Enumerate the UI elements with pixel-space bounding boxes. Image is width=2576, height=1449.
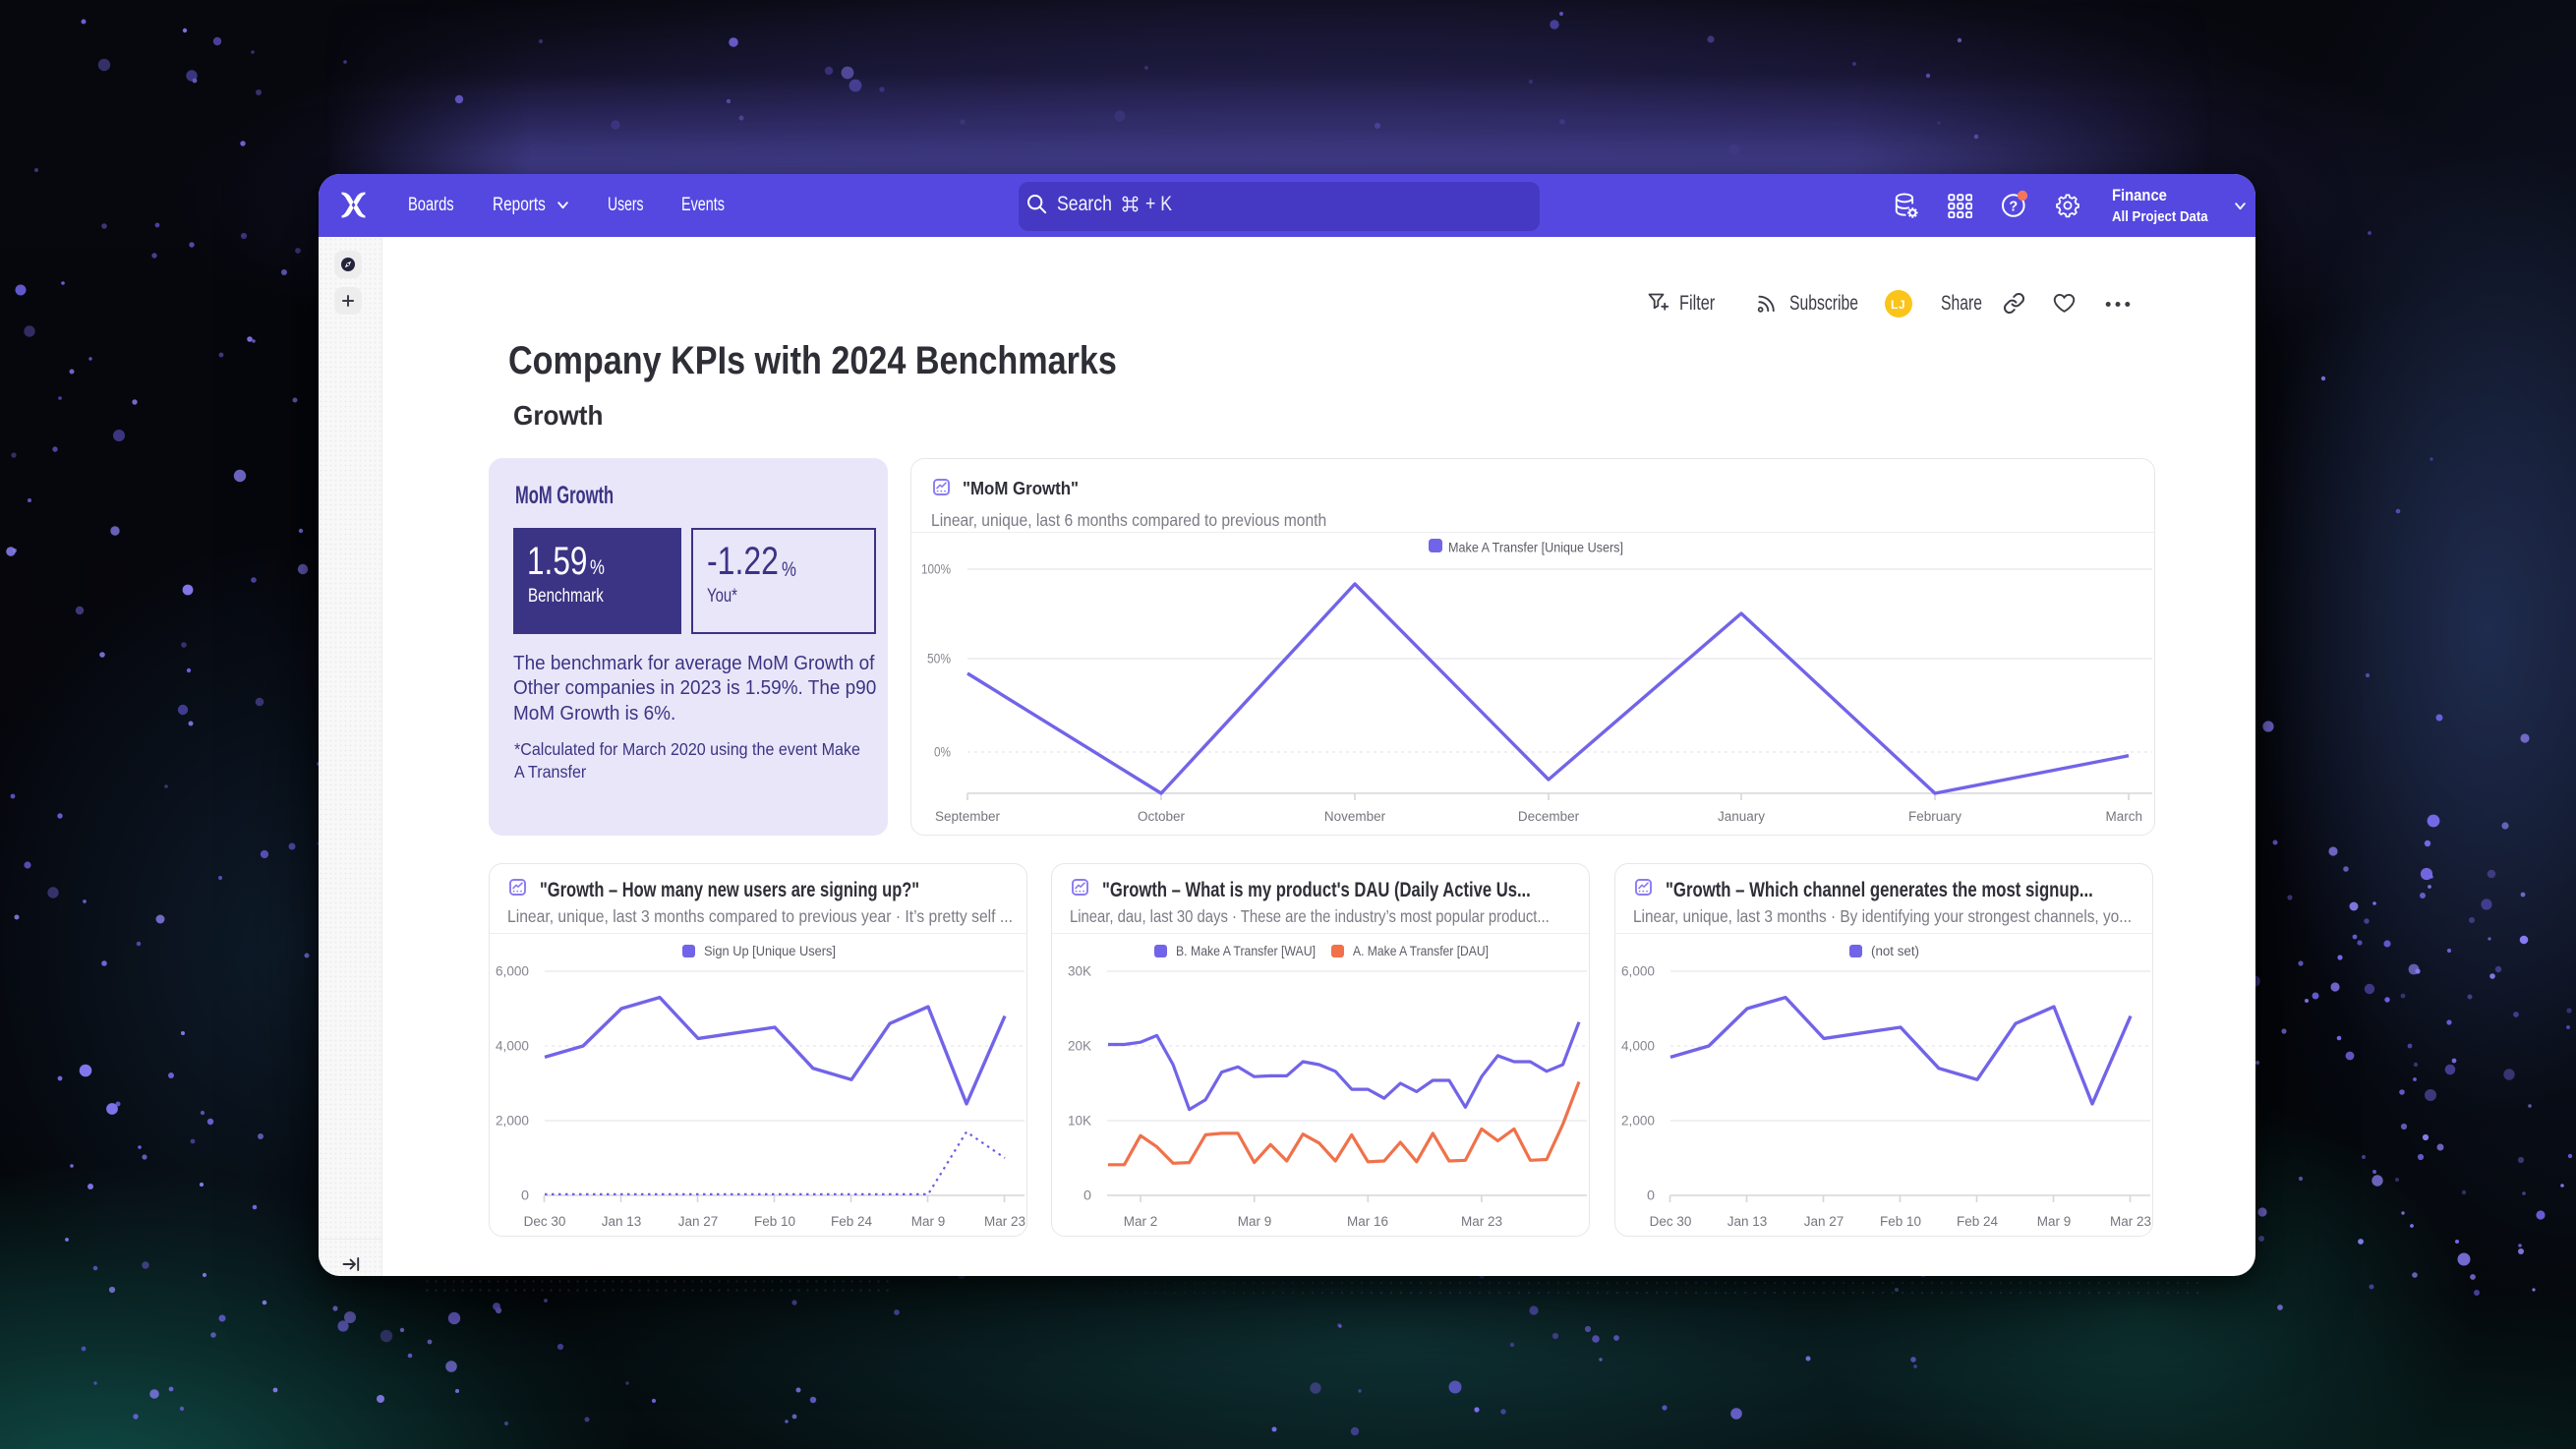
svg-text:Feb 10: Feb 10 bbox=[754, 1214, 795, 1229]
svg-text:4,000: 4,000 bbox=[1621, 1039, 1655, 1054]
svg-text:March: March bbox=[2105, 809, 2142, 824]
svg-text:Feb 24: Feb 24 bbox=[1957, 1214, 1999, 1229]
svg-text:?: ? bbox=[2009, 199, 2018, 214]
svg-text:Jan 27: Jan 27 bbox=[1804, 1214, 1844, 1229]
svg-text:November: November bbox=[1324, 809, 1386, 824]
svg-text:Mar 23: Mar 23 bbox=[2110, 1214, 2151, 1229]
svg-text:Feb 10: Feb 10 bbox=[1880, 1214, 1921, 1229]
svg-text:0: 0 bbox=[521, 1188, 529, 1203]
svg-text:Mar 9: Mar 9 bbox=[2037, 1214, 2072, 1229]
svg-text:Feb 24: Feb 24 bbox=[831, 1214, 873, 1229]
svg-text:0: 0 bbox=[1647, 1188, 1655, 1203]
svg-text:February: February bbox=[1908, 809, 1961, 824]
svg-text:20K: 20K bbox=[1068, 1039, 1091, 1054]
svg-text:B. Make A Transfer [WAU]: B. Make A Transfer [WAU] bbox=[1176, 944, 1316, 958]
svg-text:30K: 30K bbox=[1068, 964, 1091, 979]
svg-text:0: 0 bbox=[1083, 1188, 1091, 1203]
svg-text:December: December bbox=[1518, 809, 1580, 824]
svg-text:Mar 23: Mar 23 bbox=[984, 1214, 1025, 1229]
svg-text:10K: 10K bbox=[1068, 1114, 1091, 1129]
svg-text:A. Make A Transfer [DAU]: A. Make A Transfer [DAU] bbox=[1353, 944, 1489, 958]
svg-text:Jan 13: Jan 13 bbox=[602, 1214, 642, 1229]
svg-text:Mar 2: Mar 2 bbox=[1124, 1214, 1158, 1229]
svg-text:October: October bbox=[1138, 809, 1186, 824]
svg-text:Mar 9: Mar 9 bbox=[911, 1214, 946, 1229]
svg-text:January: January bbox=[1718, 809, 1765, 824]
svg-text:Mar 9: Mar 9 bbox=[1238, 1214, 1272, 1229]
svg-text:Mar 16: Mar 16 bbox=[1347, 1214, 1388, 1229]
svg-text:Jan 13: Jan 13 bbox=[1727, 1214, 1768, 1229]
svg-text:September: September bbox=[935, 809, 1001, 824]
svg-text:Dec 30: Dec 30 bbox=[1650, 1214, 1692, 1229]
svg-text:6,000: 6,000 bbox=[1621, 964, 1655, 979]
svg-text:Jan 27: Jan 27 bbox=[678, 1214, 719, 1229]
svg-text:Dec 30: Dec 30 bbox=[524, 1214, 566, 1229]
svg-text:100%: 100% bbox=[921, 562, 951, 577]
svg-text:6,000: 6,000 bbox=[496, 964, 529, 979]
svg-text:4,000: 4,000 bbox=[496, 1039, 529, 1054]
svg-text:50%: 50% bbox=[927, 652, 951, 667]
svg-text:2,000: 2,000 bbox=[1621, 1114, 1655, 1129]
svg-text:Make A Transfer [Unique Users]: Make A Transfer [Unique Users] bbox=[1448, 541, 1623, 555]
svg-text:2,000: 2,000 bbox=[496, 1114, 529, 1129]
svg-text:0%: 0% bbox=[934, 745, 951, 760]
svg-text:(not set): (not set) bbox=[1871, 944, 1919, 958]
svg-text:Mar 23: Mar 23 bbox=[1461, 1214, 1502, 1229]
svg-text:Sign Up [Unique Users]: Sign Up [Unique Users] bbox=[704, 944, 836, 958]
